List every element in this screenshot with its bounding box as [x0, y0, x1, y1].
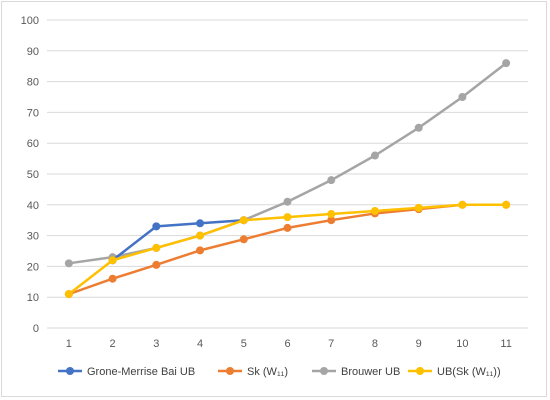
legend-label: Sk (W₁₁)	[247, 366, 288, 378]
data-point	[327, 176, 336, 185]
x-tick-label: 1	[66, 338, 72, 350]
legend-item: Brouwer UB	[312, 366, 400, 378]
legend-marker	[416, 367, 424, 375]
data-point	[502, 59, 511, 68]
y-tick-label: 0	[33, 323, 39, 335]
data-point	[458, 200, 467, 209]
legend-marker	[320, 367, 328, 375]
data-point	[414, 203, 423, 212]
series-line	[68, 62, 507, 265]
x-tick-label: 10	[456, 338, 468, 350]
y-tick-label: 60	[27, 138, 39, 150]
data-point	[327, 210, 336, 219]
x-axis-ticks: 1 2 3 4 5 6 7 8 9 10 11	[66, 338, 512, 350]
data-point	[370, 206, 379, 215]
y-tick-label: 40	[27, 200, 39, 212]
legend-label: Brouwer UB	[341, 366, 400, 378]
legend-item: Grone-Merrise Bai UB	[58, 366, 195, 378]
y-axis-ticks: 0 10 20 30 40 50 60 70 80 90 100	[21, 15, 39, 335]
data-point	[502, 200, 511, 209]
x-tick-label: 2	[110, 338, 116, 350]
x-tick-label: 11	[500, 338, 511, 350]
y-tick-label: 70	[27, 107, 39, 119]
x-tick-label: 8	[372, 338, 378, 350]
data-point	[108, 256, 117, 265]
x-tick-label: 3	[153, 338, 159, 350]
data-point	[64, 290, 73, 299]
legend-marker	[66, 367, 74, 375]
y-tick-label: 30	[27, 231, 39, 243]
legend-item: Sk (W₁₁)	[218, 366, 288, 378]
x-tick-label: 7	[328, 338, 334, 350]
y-tick-label: 50	[27, 169, 39, 181]
data-point	[283, 197, 292, 206]
x-tick-label: 6	[284, 338, 290, 350]
data-point	[414, 123, 423, 132]
x-tick-label: 9	[416, 338, 422, 350]
data-point	[283, 223, 292, 232]
y-tick-label: 20	[27, 261, 39, 273]
y-tick-label: 10	[27, 292, 39, 304]
data-point	[458, 93, 467, 101]
data-point	[239, 216, 248, 225]
data-point	[152, 260, 161, 269]
data-point	[196, 219, 205, 228]
data-point	[196, 231, 205, 240]
series-group	[64, 59, 511, 299]
legend-label: Grone-Merrise Bai UB	[87, 366, 195, 378]
data-point	[239, 235, 248, 244]
y-tick-label: 80	[27, 77, 39, 89]
data-point	[108, 274, 117, 283]
series-3	[64, 200, 511, 299]
data-point	[370, 151, 379, 160]
data-point	[152, 243, 161, 252]
legend-item: UB(Sk (W₁₁))	[408, 366, 501, 378]
data-point	[64, 259, 73, 268]
data-point	[283, 213, 292, 222]
data-point	[196, 246, 205, 255]
legend-marker	[226, 367, 234, 375]
series-line	[111, 218, 244, 262]
data-point	[152, 222, 161, 231]
legend: Grone-Merrise Bai UB Sk (W₁₁) Brouwer UB UB…	[58, 366, 501, 378]
legend-label: UB(Sk (W₁₁))	[437, 366, 501, 378]
y-tick-label: 90	[27, 46, 39, 58]
y-tick-label: 100	[21, 15, 39, 27]
data-point	[327, 216, 336, 225]
gridlines	[47, 19, 528, 329]
x-tick-label: 5	[241, 338, 247, 350]
x-tick-label: 4	[197, 338, 203, 350]
